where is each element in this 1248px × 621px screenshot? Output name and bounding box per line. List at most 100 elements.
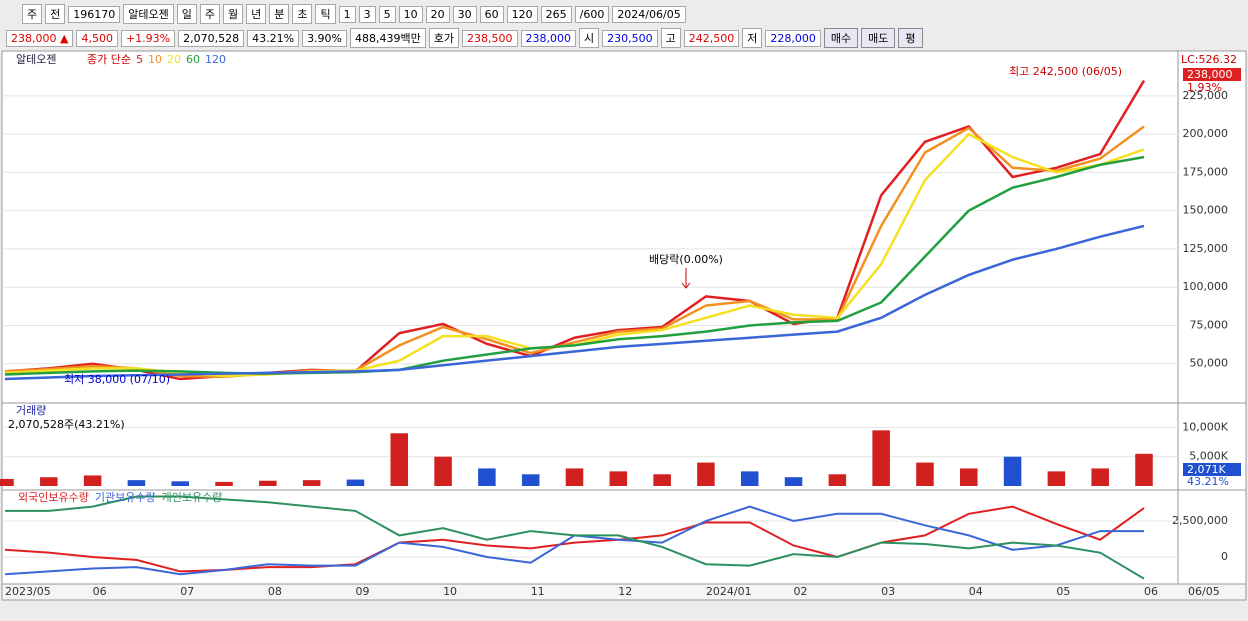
info-item: 3.90% bbox=[302, 29, 348, 47]
toolbar-item[interactable]: 60 bbox=[479, 5, 504, 23]
bar bbox=[127, 480, 146, 486]
toolbar-item[interactable]: 120 bbox=[506, 5, 538, 23]
bar bbox=[1003, 456, 1022, 486]
legend-entry: 기관보유수량 bbox=[95, 491, 156, 504]
panel-title: 거래량 bbox=[16, 404, 46, 417]
toolbar-item[interactable]: 5 bbox=[378, 5, 396, 23]
toolbar-item[interactable]: 월 bbox=[222, 4, 244, 24]
x-end-label: 06/05 bbox=[1188, 585, 1220, 598]
y-tick-label: 75,000 bbox=[1190, 318, 1229, 331]
order-button[interactable]: 평 bbox=[898, 28, 923, 48]
order-button[interactable]: 매도 bbox=[861, 28, 896, 48]
bar bbox=[1091, 468, 1109, 486]
info-item: 저 bbox=[742, 28, 763, 48]
bar bbox=[653, 474, 671, 486]
legend: 종가 단순 5 10 20 60 120 bbox=[87, 53, 226, 66]
bar bbox=[0, 478, 14, 486]
toolbar-item[interactable]: 2024/06/05 bbox=[612, 5, 686, 23]
bar bbox=[784, 477, 803, 486]
bar bbox=[609, 471, 628, 486]
info-item: 228,000 bbox=[765, 29, 821, 47]
legend-title: 종가 단순 bbox=[87, 53, 131, 66]
info-item: 2,070,528 bbox=[178, 29, 245, 47]
y-tick-label: 2,500,000 bbox=[1172, 514, 1228, 527]
toolbar-item[interactable]: 년 bbox=[246, 4, 267, 24]
panel-subtitle: 2,070,528주(43.21%) bbox=[8, 418, 125, 431]
x-tick-label: 11 bbox=[531, 585, 545, 598]
series-line bbox=[4, 79, 1146, 381]
legend-entry: 20 bbox=[167, 53, 181, 66]
y-tick-label: 200,000 bbox=[1183, 127, 1229, 140]
toolbar-item[interactable]: 10 bbox=[398, 5, 423, 23]
bar bbox=[740, 471, 759, 486]
toolbar-item[interactable]: 초 bbox=[292, 4, 313, 24]
x-tick-label: 2023/05 bbox=[5, 585, 51, 598]
x-tick-label: 07 bbox=[180, 585, 194, 598]
x-tick-label: 05 bbox=[1056, 585, 1070, 598]
info-bar: 238,000 ▲ 4,500 +1.93% 2,070,528 43.21% 3.90%… bbox=[0, 28, 1248, 48]
legend: 외국인보유수량 기관보유수량 개인보유수량 bbox=[18, 491, 222, 504]
bar bbox=[872, 430, 890, 486]
x-tick-label: 12 bbox=[618, 585, 632, 598]
series-line bbox=[4, 505, 1145, 573]
toolbar-item[interactable]: 틱 bbox=[315, 4, 336, 24]
y-tick-label: 10,000K bbox=[1182, 420, 1228, 433]
info-item: 43.21% bbox=[247, 29, 300, 47]
scrollbar[interactable] bbox=[2, 601, 1246, 619]
annotation: 배당락(0.00%) bbox=[649, 253, 723, 266]
toolbar-item[interactable]: 일 bbox=[176, 4, 197, 24]
toolbar-item[interactable]: 3 bbox=[358, 5, 376, 23]
x-tick-label: 2024/01 bbox=[706, 585, 752, 598]
bar bbox=[171, 481, 189, 486]
annotation: 1.93% bbox=[1187, 81, 1222, 94]
x-tick-label: 02 bbox=[794, 585, 808, 598]
series-line bbox=[5, 495, 1145, 580]
bar bbox=[1135, 453, 1153, 486]
legend-entry: 개인보유수량 bbox=[162, 491, 223, 504]
bar bbox=[478, 468, 496, 486]
legend-entry: 외국인보유수량 bbox=[18, 491, 89, 504]
bar bbox=[960, 468, 978, 486]
legend-entry: 5 bbox=[136, 53, 143, 66]
bar bbox=[434, 456, 452, 486]
info-item: 고 bbox=[660, 28, 681, 48]
toolbar-item[interactable]: 196170 bbox=[68, 5, 121, 23]
legend-entry: 10 bbox=[148, 53, 162, 66]
bar bbox=[1047, 471, 1066, 486]
bar bbox=[916, 462, 934, 486]
series-line bbox=[4, 155, 1145, 376]
info-item: 230,500 bbox=[602, 29, 658, 47]
y-tick-label: 125,000 bbox=[1183, 242, 1229, 255]
order-button[interactable]: 매수 bbox=[823, 28, 859, 48]
toolbar-item[interactable]: /600 bbox=[574, 5, 610, 23]
toolbar-item[interactable]: 20 bbox=[425, 5, 450, 23]
bar bbox=[40, 477, 58, 486]
plot-bg bbox=[1, 50, 1179, 585]
bar bbox=[259, 480, 277, 486]
x-tick-label: 04 bbox=[969, 585, 983, 598]
info-item: +1.93% bbox=[120, 29, 176, 47]
toolbar-item[interactable]: 1 bbox=[338, 5, 356, 23]
y-tick-label: 5,000K bbox=[1189, 450, 1228, 463]
x-axis-bg bbox=[1, 583, 1247, 601]
series-line bbox=[4, 224, 1145, 381]
x-tick-label: 03 bbox=[881, 585, 895, 598]
toolbar-item[interactable]: 분 bbox=[269, 4, 290, 24]
x-tick-label: 06 bbox=[93, 585, 107, 598]
bar bbox=[697, 462, 715, 486]
bar bbox=[828, 474, 847, 486]
info-item: 호가 bbox=[428, 28, 459, 48]
annotation: 최고 242,500 (06/05) bbox=[1009, 65, 1122, 78]
toolbar-item[interactable]: 265 bbox=[540, 5, 572, 23]
series-line bbox=[4, 125, 1145, 378]
toolbar-item[interactable]: 주 bbox=[199, 4, 220, 24]
toolbar-item[interactable]: 알테오젠 bbox=[123, 4, 174, 24]
x-tick-label: 09 bbox=[355, 585, 369, 598]
toolbar-item[interactable]: 30 bbox=[452, 5, 477, 23]
bar bbox=[521, 474, 540, 486]
toolbar-item[interactable]: 전 bbox=[45, 4, 66, 24]
bar bbox=[565, 468, 584, 486]
toolbar-item[interactable]: 주 bbox=[22, 4, 43, 24]
